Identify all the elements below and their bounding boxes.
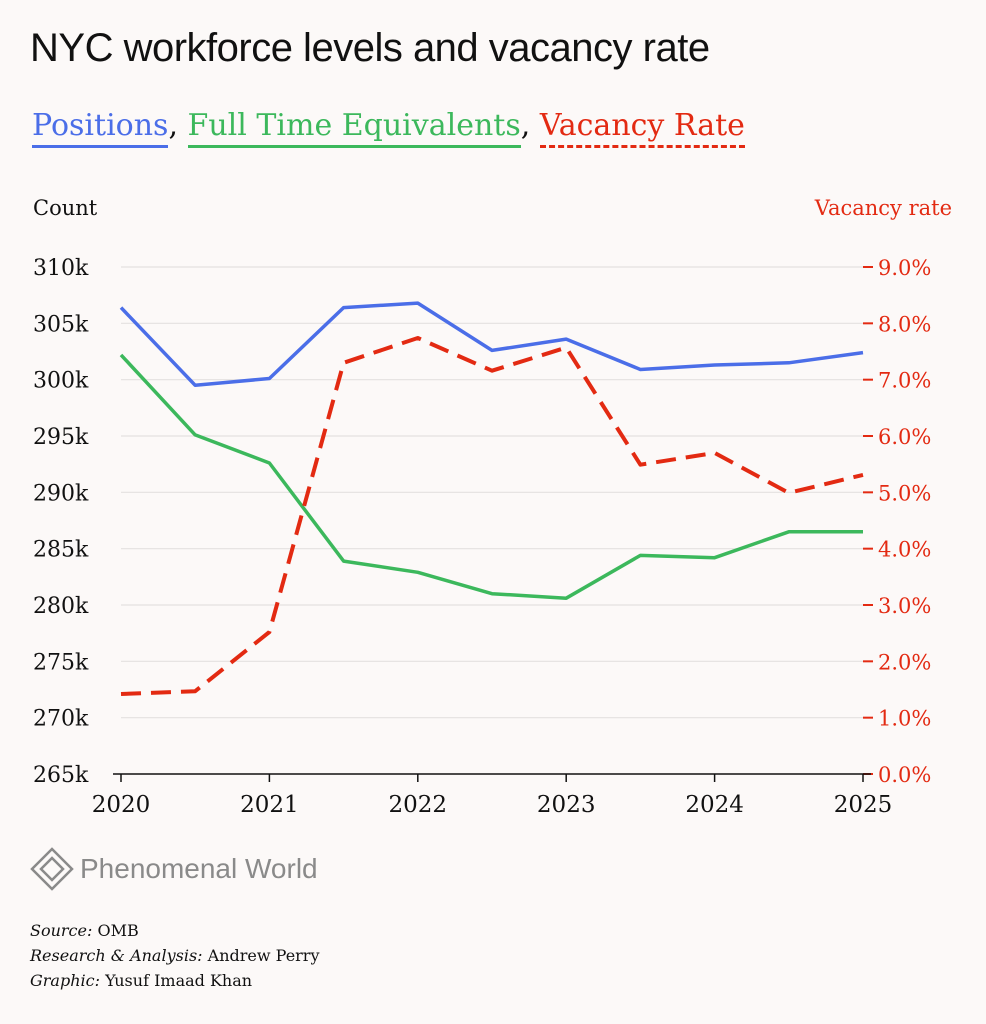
y2-tick-label: 6.0% [878,425,931,449]
credit-label: Graphic: [30,971,100,990]
y2-tick-label: 9.0% [878,256,931,280]
x-tick-label: 2021 [240,792,299,818]
y2-tick-label: 3.0% [878,594,931,618]
credits: Source: OMB Research & Analysis: Andrew … [30,918,320,993]
y2-tick-label: 8.0% [878,312,931,336]
legend: Positions, Full Time Equivalents, Vacanc… [32,108,745,148]
y-tick-label: 305k [33,312,89,337]
left-axis-label: Count [33,196,98,220]
x-tick-label: 2020 [92,792,151,818]
y-tick-label: 265k [33,763,89,788]
y-tick-label: 275k [33,650,89,675]
logo: Phenomenal World [30,847,318,891]
y2-tick-label: 1.0% [878,707,931,731]
x-tick-label: 2023 [537,792,596,818]
credit-value: Yusuf Imaad Khan [105,971,253,990]
credit-value: OMB [97,921,139,940]
y2-tick-label: 7.0% [878,369,931,393]
x-tick-label: 2025 [834,792,893,818]
credit-value: Andrew Perry [207,946,320,965]
y-tick-label: 280k [33,594,89,619]
credit-label: Research & Analysis: [30,946,203,965]
right-axis-label: Vacancy rate [814,196,952,220]
logo-text: Phenomenal World [80,853,318,884]
y2-tick-label: 2.0% [878,650,931,674]
legend-separator: , [168,108,178,143]
x-tick-label: 2022 [389,792,448,818]
series-line-positions [119,301,864,388]
legend-fte: Full Time Equivalents [187,108,521,148]
credit-graphic: Graphic: Yusuf Imaad Khan [30,968,320,993]
y-tick-label: 295k [33,425,89,450]
y2-tick-label: 5.0% [878,481,931,505]
series-line-vacancy-rate [120,336,864,696]
y-tick-label: 290k [33,481,89,506]
y-tick-label: 270k [33,707,89,732]
chart-title: NYC workforce levels and vacancy rate [30,26,710,70]
diamond-logo-icon [30,847,74,891]
credit-research: Research & Analysis: Andrew Perry [30,943,320,968]
series-line-full-time-equivalents [119,353,863,600]
credit-label: Source: [30,921,93,940]
legend-separator: , [520,108,531,143]
y2-tick-label: 0.0% [878,763,931,787]
plot-area: 310k 305k 300k 295k 290k 285k 280k 275k 270k 265k… [33,256,931,818]
x-tick-label: 2024 [685,792,744,818]
legend-positions: Positions [32,108,169,148]
legend-vacancy: Vacancy Rate [539,108,745,148]
y-tick-label: 300k [33,369,89,394]
credit-source: Source: OMB [30,918,320,943]
y-tick-label: 285k [33,538,89,563]
y-tick-label: 310k [33,256,89,281]
y2-tick-label: 4.0% [878,538,931,562]
